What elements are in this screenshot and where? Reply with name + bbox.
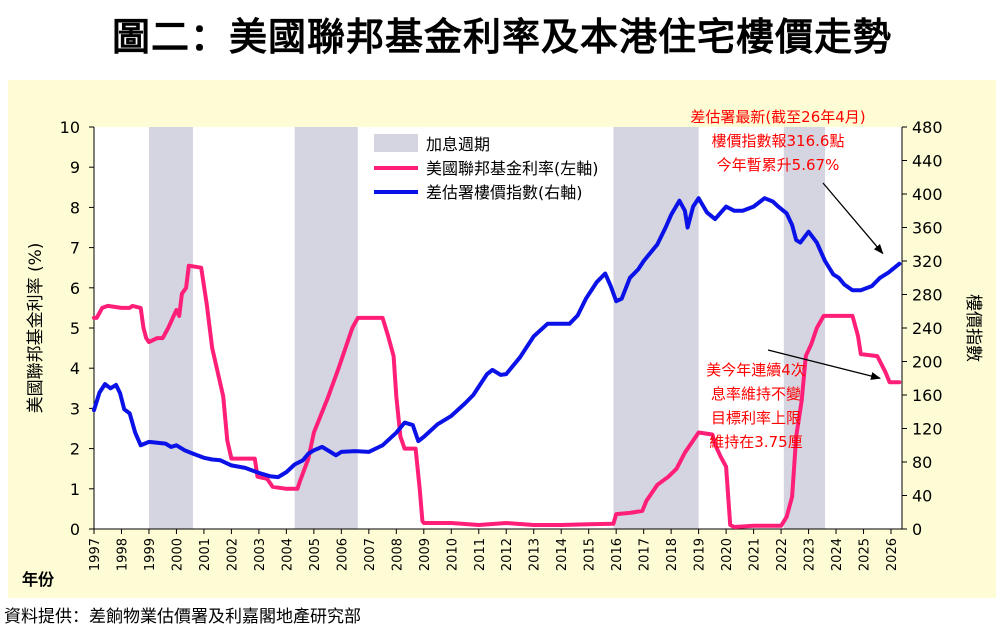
- x-tick-label: 2006: [335, 538, 350, 571]
- x-tick-label: 2007: [363, 538, 378, 571]
- right-tick-label: 360: [912, 219, 943, 238]
- right-tick-label: 400: [912, 185, 943, 204]
- right-tick-label: 160: [912, 386, 943, 405]
- annotation-rate-line: 美今年連續4次: [706, 361, 806, 379]
- legend-swatch-hike: [374, 134, 418, 152]
- legend-label-fed: 美國聯邦基金利率(左軸): [426, 159, 599, 178]
- left-tick-label: 8: [70, 198, 80, 217]
- chart-container: 0 1 2 3 4 5 6 7 8 9 10 0 40 80 120 160 200 240 280 320 360 40…: [8, 80, 996, 598]
- right-tick-label: 200: [912, 353, 943, 372]
- x-tick-label: 2020: [720, 538, 735, 571]
- x-tick-label: 2005: [308, 538, 323, 571]
- x-tick-label: 2021: [748, 538, 763, 571]
- x-tick-label: 2008: [390, 538, 405, 571]
- legend-label-price: 差估署樓價指數(右軸): [426, 183, 583, 202]
- annotation-rate-arrow: [767, 349, 881, 380]
- x-tick-label: 2023: [803, 538, 818, 571]
- right-tick-label: 0: [912, 520, 922, 539]
- x-tick-label: 2010: [445, 538, 460, 571]
- right-tick-label: 320: [912, 252, 943, 271]
- x-tick-label: 2002: [225, 538, 240, 571]
- left-tick-label: 6: [70, 279, 80, 298]
- annotation-latest-arrow: [822, 182, 884, 255]
- x-tick-label: 2026: [885, 538, 900, 571]
- left-tick-label: 7: [70, 239, 80, 258]
- x-tick-label: 1999: [143, 538, 158, 571]
- x-tick-label: 2009: [418, 538, 433, 571]
- fed-rate-line: [92, 263, 902, 529]
- rate-and-price-chart: 0 1 2 3 4 5 6 7 8 9 10 0 40 80 120 160 200 240 280 320 360 40…: [8, 80, 996, 598]
- x-tick-label: 2016: [610, 538, 625, 571]
- right-tick-label: 240: [912, 319, 943, 338]
- x-tick-label: 2018: [665, 538, 680, 571]
- annotation-latest-line: 今年暫累升5.67%: [717, 156, 840, 174]
- annotation-rate-line: 維持在3.75厘: [709, 433, 802, 451]
- left-tick-label: 1: [70, 480, 80, 499]
- page-title: 圖二：美國聯邦基金利率及本港住宅樓價走勢: [111, 15, 892, 59]
- x-tick-label: 2015: [583, 538, 598, 571]
- annotation-rate-line: 目標利率上限: [711, 409, 801, 427]
- x-tick-label: 2014: [555, 538, 570, 571]
- annotation-latest-line: 樓價指數報316.6點: [712, 132, 845, 150]
- x-tick-label: 1998: [115, 538, 130, 571]
- x-tick-label: 2024: [830, 538, 845, 571]
- right-tick-label: 280: [912, 286, 943, 305]
- right-tick-label: 40: [912, 487, 932, 506]
- x-tick-label: 2013: [528, 538, 543, 571]
- x-tick-label: 2001: [198, 538, 213, 571]
- annotation-latest-line: 差估署最新(截至26年4月): [690, 108, 865, 126]
- x-tick-label: 2011: [473, 538, 488, 571]
- annotation-rate-line: 息率維持不變: [711, 385, 801, 403]
- left-tick-label: 4: [70, 359, 80, 378]
- x-tick-label: 2022: [775, 538, 790, 571]
- left-axis-title: 美國聯邦基金利率 (%): [26, 243, 46, 414]
- left-tick-label: 3: [70, 399, 80, 418]
- left-tick-label: 10: [60, 118, 80, 137]
- right-axis-title: 樓價指數: [963, 294, 983, 362]
- rate-hike-band: [148, 127, 193, 529]
- right-tick-label: 120: [912, 420, 943, 439]
- right-tick-label: 80: [912, 453, 932, 472]
- x-tick-label: 2017: [638, 538, 653, 571]
- x-tick-label: 2025: [858, 538, 873, 571]
- x-tick-label: 1997: [88, 538, 103, 571]
- price-index-line: [92, 196, 902, 480]
- left-tick-label: 0: [70, 520, 80, 539]
- rate-hike-band: [613, 127, 699, 529]
- left-tick-label: 9: [70, 158, 80, 177]
- left-tick-label: 5: [70, 319, 80, 338]
- legend-label-hike: 加息週期: [426, 135, 490, 154]
- x-tick-label: 2019: [693, 538, 708, 571]
- source-credit: 資料提供：差餉物業估價署及利嘉閣地產研究部: [4, 607, 361, 627]
- x-axis-title: 年份: [22, 570, 55, 589]
- x-tick-label: 2004: [280, 538, 295, 571]
- left-tick-label: 2: [70, 440, 80, 459]
- x-tick-label: 2003: [253, 538, 268, 571]
- x-tick-label: 2000: [170, 538, 185, 571]
- right-tick-label: 440: [912, 152, 943, 171]
- x-tick-label: 2012: [500, 538, 515, 571]
- right-tick-label: 480: [912, 118, 943, 137]
